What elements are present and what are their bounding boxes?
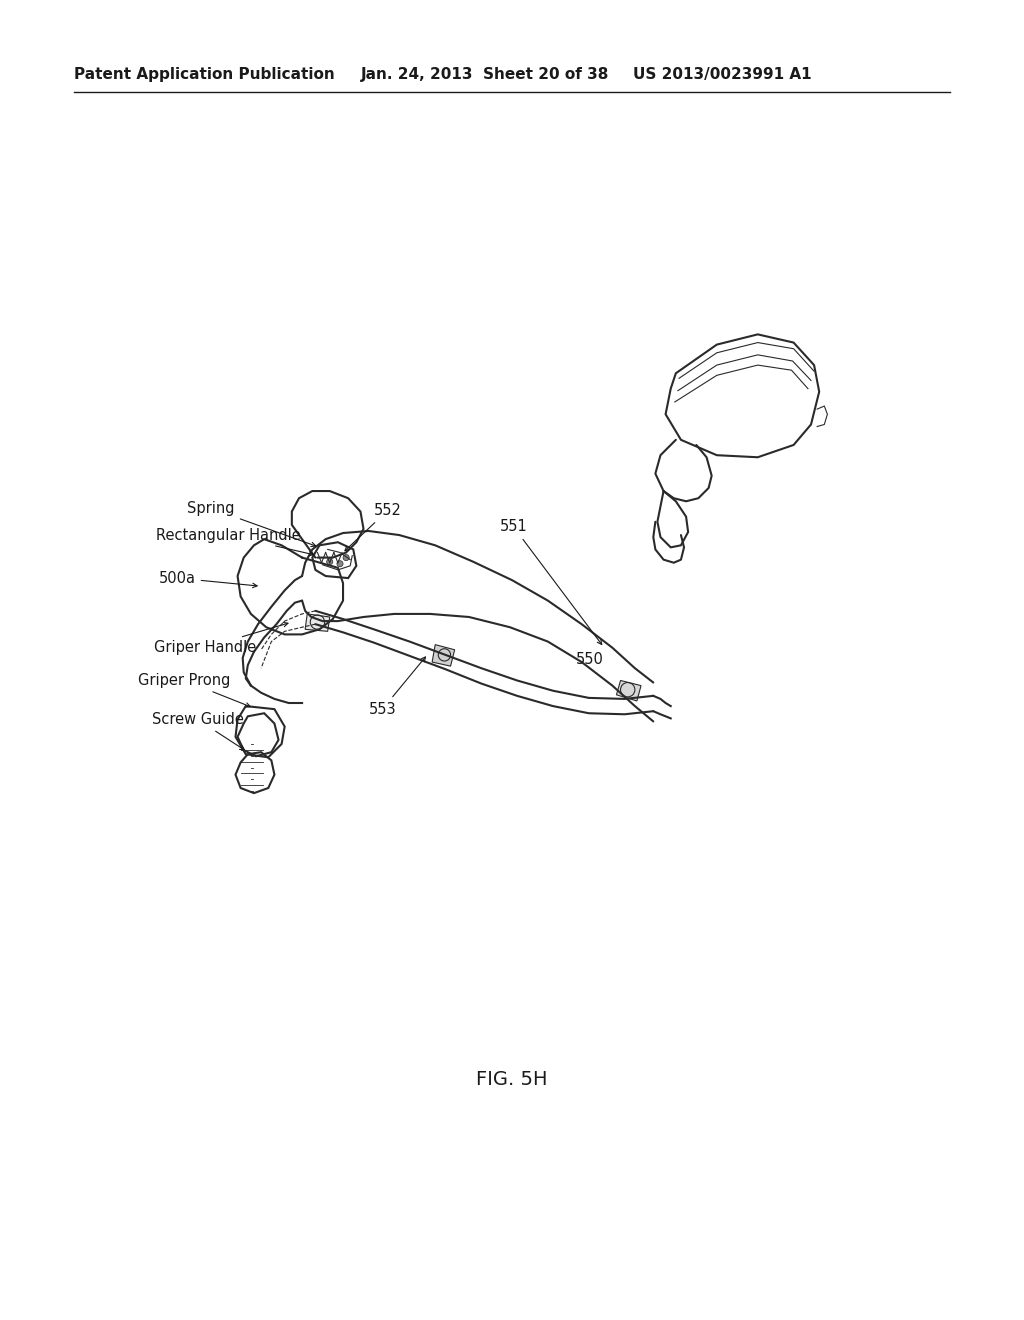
Polygon shape [305, 614, 330, 631]
Text: Griper Prong: Griper Prong [138, 673, 250, 708]
Circle shape [327, 558, 333, 565]
Text: 553: 553 [369, 657, 426, 717]
Text: Patent Application Publication: Patent Application Publication [74, 67, 335, 82]
Text: Jan. 24, 2013  Sheet 20 of 38: Jan. 24, 2013 Sheet 20 of 38 [360, 67, 609, 82]
Text: 552: 552 [345, 503, 401, 550]
Text: Rectangular Handle: Rectangular Handle [156, 528, 313, 556]
Text: US 2013/0023991 A1: US 2013/0023991 A1 [633, 67, 811, 82]
Circle shape [343, 554, 349, 561]
Circle shape [337, 561, 343, 566]
Text: 550: 550 [575, 652, 603, 668]
Text: Spring: Spring [187, 502, 315, 546]
Polygon shape [616, 681, 641, 701]
Text: Screw Guide: Screw Guide [152, 711, 245, 750]
Text: Griper Handle: Griper Handle [154, 622, 288, 655]
Text: FIG. 5H: FIG. 5H [476, 1071, 548, 1089]
Text: 500a: 500a [159, 570, 257, 587]
Polygon shape [432, 644, 455, 667]
Text: 551: 551 [500, 519, 602, 644]
